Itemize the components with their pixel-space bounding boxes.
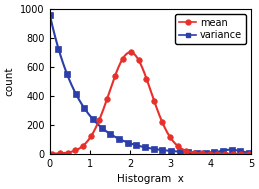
Legend: mean, variance: mean, variance [175,14,246,44]
Y-axis label: count: count [5,67,15,96]
X-axis label: Histogram  x: Histogram x [117,174,184,184]
